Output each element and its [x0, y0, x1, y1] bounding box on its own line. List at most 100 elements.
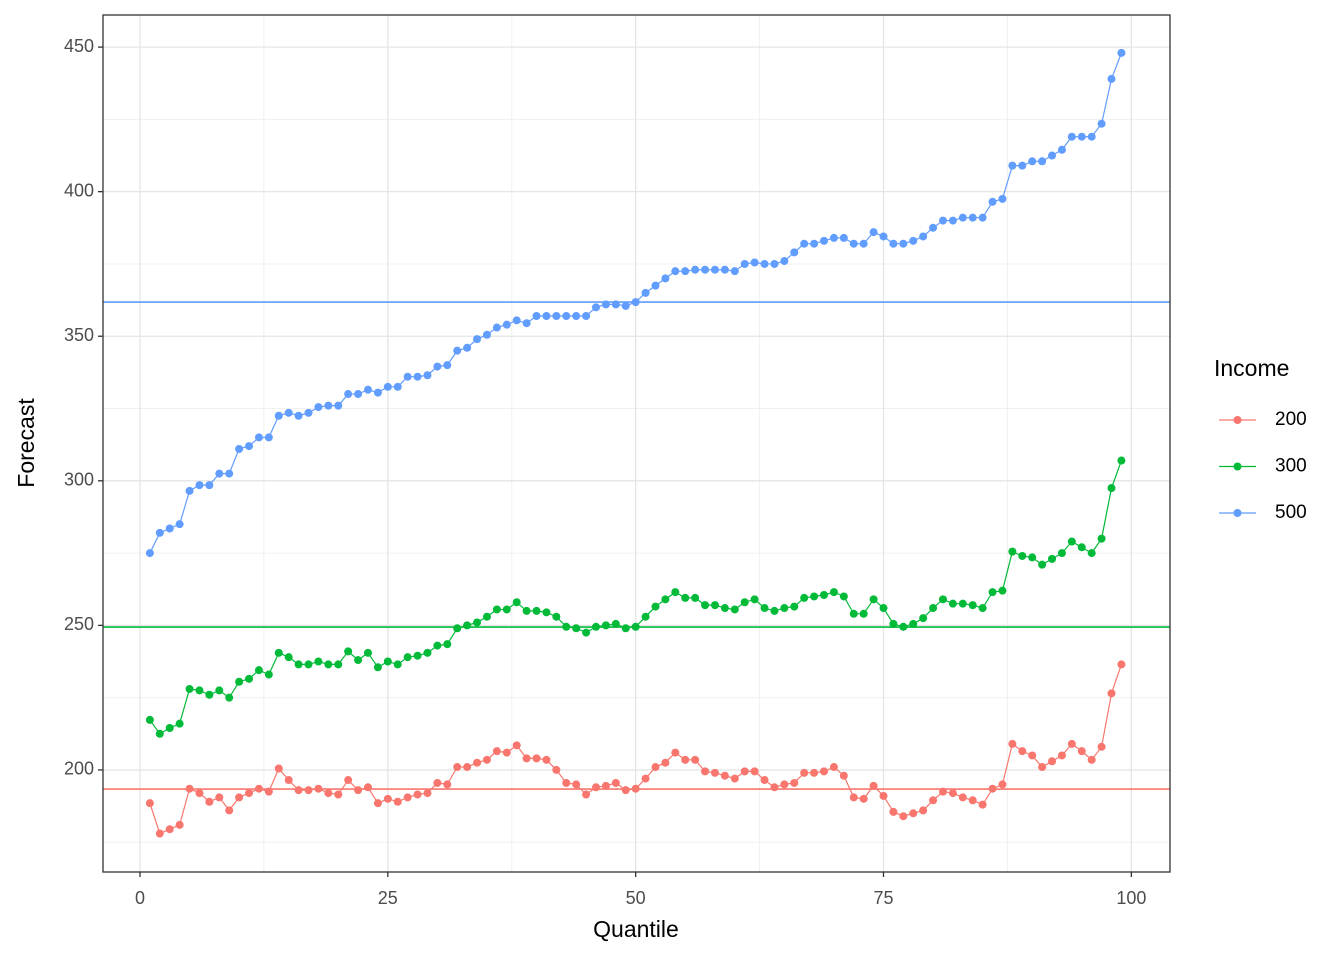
data-point: [175, 520, 184, 529]
data-point: [661, 595, 670, 604]
data-point: [730, 267, 739, 276]
legend-key-point: [1233, 416, 1242, 424]
data-point: [740, 767, 749, 776]
data-point: [413, 790, 422, 799]
data-point: [225, 806, 234, 815]
data-point: [1077, 543, 1086, 552]
data-point: [849, 609, 858, 618]
data-point: [978, 800, 987, 809]
panel-border: [102, 14, 1171, 873]
data-point: [502, 320, 511, 329]
data-point: [473, 335, 482, 344]
data-point: [443, 640, 452, 649]
data-point: [968, 601, 977, 610]
data-point: [869, 781, 878, 790]
data-point: [780, 257, 789, 266]
data-point: [1067, 537, 1076, 546]
data-point: [383, 382, 392, 391]
data-point: [859, 609, 868, 618]
data-point: [532, 606, 541, 615]
data-point: [839, 592, 848, 601]
data-point: [195, 789, 204, 798]
data-point: [770, 259, 779, 268]
x-tick-label: 50: [626, 888, 646, 908]
data-point: [740, 598, 749, 607]
data-point: [1107, 689, 1116, 698]
data-point: [810, 768, 819, 777]
data-point: [473, 618, 482, 627]
data-point: [443, 361, 452, 370]
data-point: [730, 774, 739, 783]
data-point: [621, 301, 630, 310]
data-point: [314, 784, 323, 793]
data-point: [354, 656, 363, 665]
data-point: [770, 783, 779, 792]
data-point: [582, 628, 591, 637]
data-point: [225, 469, 234, 478]
data-point: [423, 648, 432, 657]
data-point: [1048, 151, 1057, 160]
data-point: [155, 729, 164, 738]
data-point: [611, 300, 620, 309]
y-tick-label: 400: [64, 180, 94, 200]
data-point: [611, 778, 620, 787]
data-point: [800, 593, 809, 602]
data-point: [879, 791, 888, 800]
data-point: [899, 622, 908, 631]
data-point: [948, 599, 957, 608]
data-point: [611, 619, 620, 628]
data-point: [552, 765, 561, 774]
data-point: [245, 442, 254, 451]
data-point: [264, 670, 273, 679]
data-point: [542, 608, 551, 617]
data-point: [1107, 74, 1116, 83]
data-point: [383, 657, 392, 666]
data-point: [165, 524, 174, 533]
data-point: [165, 825, 174, 834]
data-point: [334, 401, 343, 410]
data-point: [482, 330, 491, 339]
data-point: [235, 793, 244, 802]
data-point: [235, 444, 244, 453]
data-point: [175, 719, 184, 728]
data-point: [542, 755, 551, 764]
data-point: [691, 265, 700, 274]
data-point: [423, 371, 432, 380]
data-point: [532, 311, 541, 320]
data-point: [701, 265, 710, 274]
data-point: [929, 604, 938, 613]
data-point: [641, 612, 650, 621]
data-point: [760, 604, 769, 613]
data-point: [958, 599, 967, 608]
data-point: [463, 763, 472, 772]
data-point: [958, 793, 967, 802]
data-point: [740, 259, 749, 268]
data-point: [492, 747, 501, 756]
data-point: [324, 789, 333, 798]
data-point: [145, 549, 154, 558]
data-point: [1117, 456, 1126, 465]
data-point: [572, 311, 581, 320]
data-point: [1008, 161, 1017, 170]
data-point: [1087, 755, 1096, 764]
data-point: [988, 588, 997, 597]
data-point: [671, 748, 680, 757]
data-point: [1008, 547, 1017, 556]
data-point: [294, 411, 303, 420]
data-point: [433, 641, 442, 650]
data-point: [859, 794, 868, 803]
data-point: [820, 591, 829, 600]
data-point: [671, 267, 680, 276]
data-point: [274, 764, 283, 773]
x-tick-label: 100: [1116, 888, 1146, 908]
data-point: [820, 767, 829, 776]
data-point: [294, 660, 303, 669]
data-point: [393, 660, 402, 669]
data-point: [691, 755, 700, 764]
data-point: [1097, 742, 1106, 751]
data-point: [522, 754, 531, 763]
data-point: [1018, 551, 1027, 560]
data-point: [562, 778, 571, 787]
data-point: [631, 622, 640, 631]
